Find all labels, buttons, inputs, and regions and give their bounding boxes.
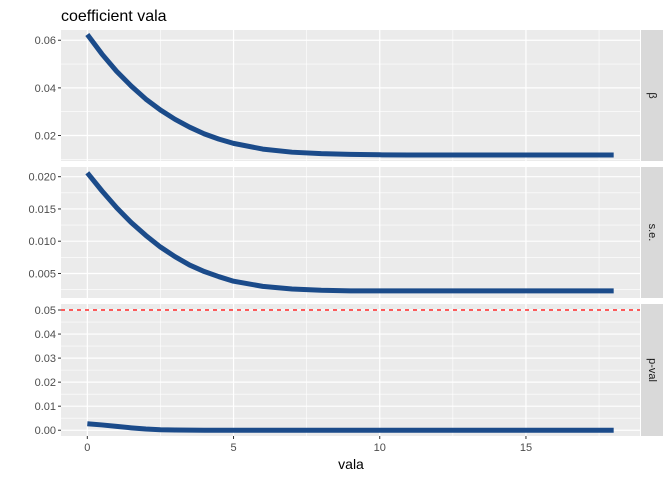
facet-strip [641, 304, 663, 436]
y-tick-label: 0.015 [28, 204, 56, 216]
panel-background [61, 167, 640, 298]
y-tick-label: 0.04 [35, 83, 56, 95]
x-tick-label: 10 [374, 442, 386, 454]
y-tick-label: 0.02 [35, 377, 56, 389]
y-tick-label: 0.005 [28, 268, 56, 280]
facet-strip [641, 167, 663, 298]
x-tick-label: 5 [230, 442, 236, 454]
series-line [85, 33, 614, 158]
facet-panels: 0.020.040.06β0.0050.0100.0150.020s.e.0.0… [28, 30, 663, 437]
series-line [85, 171, 614, 294]
y-tick-label: 0.04 [35, 329, 56, 341]
y-tick-label: 0.05 [35, 305, 56, 317]
facet-strip-label: p-val [646, 358, 658, 382]
y-tick-label: 0.01 [35, 401, 56, 413]
panel-background [61, 30, 640, 161]
x-axis-title: vala [338, 456, 364, 472]
facet-strip-label: s.e. [646, 224, 658, 242]
y-tick-label: 0.06 [35, 35, 56, 47]
y-tick-label: 0.03 [35, 353, 56, 365]
x-tick-label: 0 [84, 442, 90, 454]
facet-strip [641, 30, 663, 161]
x-tick-label: 15 [520, 442, 532, 454]
facet-strip-label: β [646, 92, 658, 98]
facet-panel: 0.00 0.01 0.02 0.03 0.04 0.05 p-val [35, 304, 663, 437]
facet-panel: 0.005 0.010 0.015 0.020 s.e. [28, 167, 663, 298]
series-line [87, 421, 614, 433]
y-tick-label: 0.02 [35, 131, 56, 143]
facet-panel: 0.02 0.04 0.06 β [35, 30, 663, 161]
y-tick-label: 0.020 [28, 172, 56, 184]
y-tick-label: 0.00 [35, 425, 56, 437]
chart-title: coefficient vala [61, 8, 167, 25]
y-tick-label: 0.010 [28, 236, 56, 248]
x-axis: 0 5 10 15 [84, 436, 532, 454]
